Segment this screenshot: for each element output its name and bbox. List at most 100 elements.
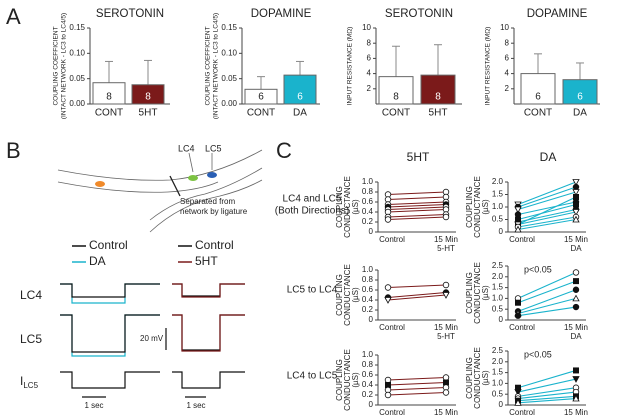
y-axis-label: COUPLING bbox=[335, 186, 344, 228]
y-tick-label: 0.00 bbox=[221, 99, 237, 108]
y-axis-label: (µS) bbox=[351, 199, 360, 215]
cell-label: LC4 bbox=[178, 143, 195, 153]
marker bbox=[442, 389, 450, 396]
bar bbox=[378, 76, 414, 105]
y-tick-label: 0.15 bbox=[69, 23, 85, 32]
cell-lc5 bbox=[207, 172, 217, 178]
y-axis-label: CONDUCTANCE bbox=[473, 176, 482, 238]
marker bbox=[384, 297, 392, 304]
x-tick-label: DA bbox=[573, 108, 587, 119]
bar bbox=[520, 73, 556, 105]
y-tick-label: 0.10 bbox=[221, 48, 237, 57]
x-tick-label: DA bbox=[570, 244, 582, 253]
x-tick-label: 15 Min bbox=[434, 235, 458, 244]
pair-line bbox=[387, 206, 447, 211]
pair-line bbox=[517, 395, 577, 402]
column-title: 5HT bbox=[407, 150, 430, 164]
x-tick-label: DA bbox=[570, 332, 582, 341]
pair-line bbox=[517, 306, 577, 317]
chart-title: DOPAMINE bbox=[527, 8, 588, 20]
y-tick-label: 1.0 bbox=[362, 177, 374, 186]
y-axis-label: COUPLING bbox=[465, 357, 474, 399]
pair-line bbox=[517, 289, 577, 312]
y-tick-label: 10 bbox=[500, 23, 509, 32]
y-tick-label: 1.0 bbox=[492, 202, 504, 211]
bar bbox=[244, 88, 278, 105]
trace-label: ILC5 bbox=[20, 374, 39, 390]
x-tick-label: Control bbox=[509, 408, 535, 417]
bar bbox=[92, 82, 126, 105]
y-axis-label: (INTACT NETWORK - LC3 to LC4/5) bbox=[61, 13, 68, 119]
y-axis-label: COUPLING bbox=[335, 359, 344, 401]
x-tick-label: Control bbox=[379, 408, 405, 417]
y-tick-label: 2.0 bbox=[492, 272, 504, 281]
bar bbox=[420, 74, 456, 105]
x-tick-label: 5-HT bbox=[437, 332, 455, 341]
marker bbox=[384, 284, 392, 291]
n-label: 8 bbox=[393, 92, 399, 103]
x-tick-label: 5HT bbox=[139, 108, 158, 119]
n-label: 8 bbox=[435, 92, 441, 103]
y-tick-label: 4 bbox=[505, 69, 510, 78]
pair-line bbox=[387, 203, 447, 208]
y-tick-label: 1.5 bbox=[492, 283, 504, 292]
y-tick-label: 0 bbox=[499, 315, 504, 324]
x-tick-label: CONT bbox=[382, 108, 410, 119]
y-tick-label: 1.0 bbox=[492, 294, 504, 303]
chart-title: DOPAMINE bbox=[251, 8, 312, 20]
pair-line bbox=[517, 203, 577, 221]
y-tick-label: 0.4 bbox=[362, 380, 374, 389]
legend-label: DA bbox=[89, 254, 106, 268]
y-axis-label: CONDUCTANCE bbox=[473, 262, 482, 324]
marker bbox=[572, 179, 580, 186]
marker bbox=[514, 206, 522, 214]
x-tick-label: Control bbox=[509, 323, 535, 332]
x-tick-label: CONT bbox=[247, 108, 275, 119]
pair-line bbox=[517, 378, 577, 393]
x-tick-label: Control bbox=[509, 235, 535, 244]
y-tick-label: 6 bbox=[367, 54, 372, 63]
y-axis-label: CONDUCTANCE bbox=[343, 176, 352, 238]
y-tick-label: 6 bbox=[505, 54, 510, 63]
y-tick-label: 1.0 bbox=[362, 265, 374, 274]
y-tick-label: 1.0 bbox=[492, 379, 504, 388]
y-tick-label: 0 bbox=[369, 315, 374, 324]
pair-line bbox=[517, 191, 577, 211]
cell-lc3 bbox=[95, 181, 105, 187]
pair-line bbox=[387, 376, 447, 381]
y-axis-label: (µS) bbox=[481, 199, 490, 215]
marker bbox=[572, 303, 580, 311]
y-axis-label: CONDUCTANCE bbox=[473, 347, 482, 409]
y-tick-label: 0.5 bbox=[492, 304, 504, 313]
pair-line bbox=[517, 218, 577, 231]
pair-line bbox=[387, 191, 447, 196]
y-tick-label: 0 bbox=[499, 227, 504, 236]
y-axis-label: (µS) bbox=[351, 372, 360, 388]
y-axis-label: COUPLING bbox=[335, 274, 344, 316]
bar bbox=[283, 74, 317, 105]
y-tick-label: 0 bbox=[369, 227, 374, 236]
chart-title: SEROTONIN bbox=[96, 8, 164, 20]
n-label: 8 bbox=[145, 92, 151, 103]
y-tick-label: 0.4 bbox=[362, 295, 374, 304]
pair-line bbox=[517, 181, 577, 206]
n-label: 6 bbox=[535, 92, 541, 103]
chart-title: SEROTONIN bbox=[385, 8, 453, 20]
y-tick-label: 0.6 bbox=[362, 285, 374, 294]
marker bbox=[442, 374, 450, 381]
y-tick-label: 0.10 bbox=[69, 48, 85, 57]
pair-line bbox=[387, 386, 447, 391]
x-tick-label: 15 Min bbox=[434, 323, 458, 332]
y-axis-label: COUPLING COEFFICIENT bbox=[53, 26, 60, 105]
panel-letter: A bbox=[6, 4, 21, 29]
x-tick-label: 5HT bbox=[429, 108, 448, 119]
y-tick-label: 0.15 bbox=[221, 23, 237, 32]
marker bbox=[514, 211, 522, 218]
legend-label: Control bbox=[89, 238, 128, 252]
marker bbox=[384, 391, 392, 399]
y-axis-label: COUPLING bbox=[465, 272, 474, 314]
marker bbox=[442, 281, 450, 289]
y-tick-label: 0.2 bbox=[362, 217, 374, 226]
pair-line bbox=[387, 208, 447, 213]
y-axis-label: INPUT RESISTANCE (MΩ) bbox=[347, 27, 354, 106]
